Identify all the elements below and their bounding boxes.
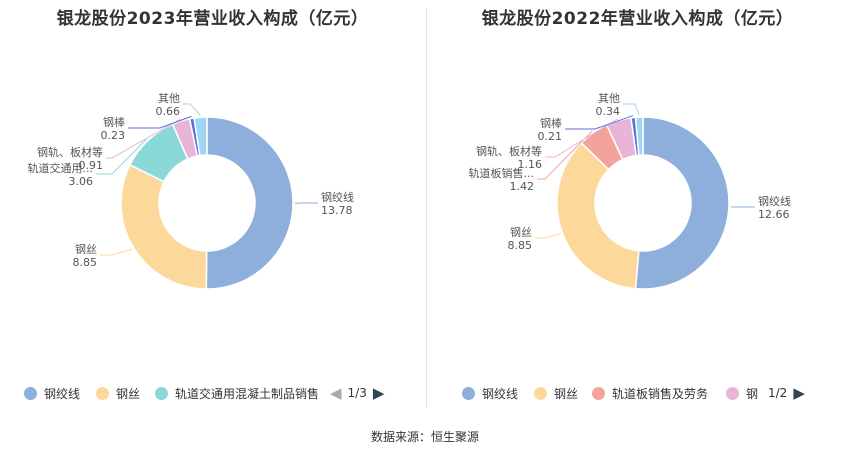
- legend-dot: [24, 386, 37, 400]
- leader-line: [535, 233, 561, 239]
- legend-item[interactable]: 轨道交通用混凝土制品销售: [155, 383, 319, 403]
- slice-label: 钢棒: [540, 116, 562, 130]
- slice-label: 轨道交通用...: [28, 161, 94, 175]
- donut-slice[interactable]: [556, 141, 640, 290]
- legend-label: 钢丝: [116, 386, 141, 401]
- legend-dot: [462, 386, 475, 400]
- donut-slice[interactable]: [193, 116, 208, 157]
- leader-line: [106, 118, 181, 159]
- legend-dot: [534, 386, 547, 400]
- legend-label: 钢绞线: [482, 386, 519, 401]
- slice-label: 钢轨、板材等: [37, 145, 103, 159]
- slice-value-label: 13.78: [321, 204, 353, 217]
- legend-page-indicator: 1/2: [768, 386, 788, 400]
- slice-label: 钢绞线: [321, 190, 354, 204]
- slice-value-label: 0.34: [596, 105, 621, 118]
- slice-value-label: 12.66: [758, 208, 790, 221]
- leader-line: [96, 138, 147, 175]
- legend-label: 钢绞线: [44, 386, 81, 401]
- legend-next-icon[interactable]: ▶: [372, 383, 385, 402]
- legend-item[interactable]: 钢丝: [96, 383, 140, 403]
- legend-pager: 1/2 ▶: [768, 383, 805, 403]
- slice-value-label: 0.91: [79, 159, 104, 172]
- slice-value-label: 1.42: [510, 180, 535, 193]
- data-source: 数据来源：恒生聚源: [370, 430, 479, 444]
- leader-line: [565, 115, 634, 130]
- legend-item[interactable]: 钢绞线: [462, 383, 518, 403]
- slice-value-label: 0.23: [101, 129, 126, 142]
- leader-line: [623, 103, 640, 116]
- legend-dot: [155, 386, 168, 400]
- slice-value-label: 8.85: [73, 256, 98, 269]
- leader-line: [537, 130, 593, 180]
- legend-next-icon[interactable]: ▶: [793, 383, 805, 402]
- chart-2022: 银龙股份2022年营业收入构成（亿元） 钢绞线 12.66 钢丝 8.85 轨道板销售.…: [425, 0, 850, 410]
- chart-title: 银龙股份2022年营业收入构成（亿元）: [481, 9, 794, 29]
- legend-item[interactable]: 钢绞线: [24, 383, 80, 403]
- slice-label: 钢绞线: [758, 194, 791, 208]
- slice-value-label: 1.16: [518, 158, 543, 171]
- legend-page-indicator: 1/3: [347, 386, 367, 400]
- slice-label: 钢丝: [510, 226, 532, 239]
- slice-value-label: 0.21: [538, 130, 563, 143]
- legend-dot: [726, 386, 739, 400]
- legend-pager: ◀ 1/3 ▶: [330, 383, 384, 403]
- donut-chart-2022: 钢绞线12.66钢丝8.85轨道板销售...1.42钢轨、板材等1.16钢棒0.…: [469, 92, 791, 290]
- donut-slice[interactable]: [205, 116, 294, 290]
- legend-dot: [592, 386, 605, 400]
- slice-label: 钢丝: [75, 243, 97, 256]
- donut-chart-2023: 钢绞线13.78钢丝8.85轨道交通用...3.06钢轨、板材等0.91钢棒0.…: [28, 92, 354, 290]
- legend-label: 钢: [746, 386, 759, 401]
- slice-label: 其他: [598, 92, 620, 105]
- donut-slice[interactable]: [634, 116, 644, 156]
- leader-line: [545, 118, 619, 158]
- slice-value-label: 8.85: [508, 239, 533, 252]
- slice-value-label: 3.06: [69, 175, 94, 188]
- legend-dot: [96, 386, 109, 400]
- legend-item[interactable]: 钢: [726, 383, 758, 403]
- leader-line: [128, 115, 192, 129]
- legend-label: 轨道交通用混凝土制品销售: [175, 386, 320, 401]
- donut-slice[interactable]: [120, 163, 208, 290]
- slice-label: 轨道板销售...: [469, 166, 535, 180]
- legend-item[interactable]: 轨道板销售及劳务: [592, 383, 708, 403]
- chart-title: 银龙股份2023年营业收入构成（亿元）: [56, 9, 369, 29]
- slice-label: 钢轨、板材等: [476, 144, 542, 158]
- donut-slice[interactable]: [634, 116, 730, 290]
- slice-value-label: 0.66: [156, 105, 181, 118]
- legend-prev-icon[interactable]: ◀: [330, 383, 342, 402]
- leader-line: [100, 248, 133, 256]
- legend-label: 轨道板销售及劳务: [612, 386, 709, 401]
- panel-divider: [426, 8, 427, 408]
- legend-item[interactable]: 钢丝: [534, 383, 578, 403]
- legend-label: 钢丝: [554, 386, 579, 401]
- slice-label: 钢棒: [103, 115, 125, 129]
- chart-2023: 银龙股份2023年营业收入构成（亿元） 钢绞线 13.78 钢丝 8.85 轨道交通用.…: [0, 0, 425, 410]
- slice-label: 其他: [158, 92, 180, 105]
- leader-line: [183, 103, 201, 116]
